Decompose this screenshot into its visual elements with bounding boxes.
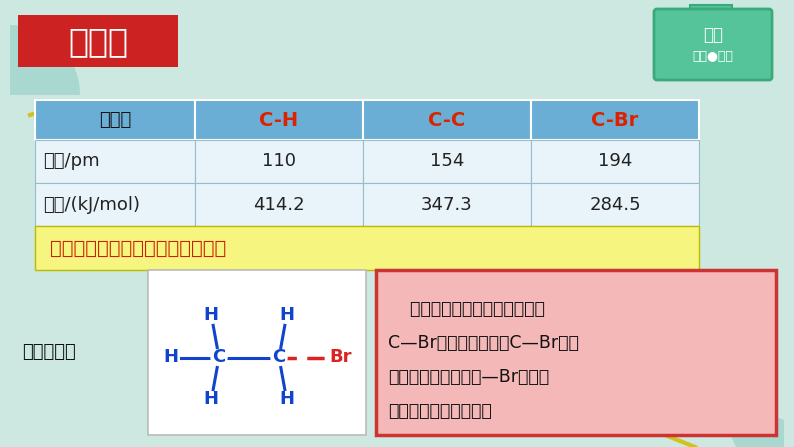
FancyBboxPatch shape xyxy=(18,15,178,67)
Text: H: H xyxy=(164,349,179,367)
Text: 断裂；由于官能团（—Br）的作: 断裂；由于官能团（—Br）的作 xyxy=(388,368,549,386)
FancyBboxPatch shape xyxy=(531,183,699,226)
FancyBboxPatch shape xyxy=(531,100,699,140)
Text: 110: 110 xyxy=(262,152,296,170)
Text: H: H xyxy=(279,391,295,409)
FancyBboxPatch shape xyxy=(35,183,195,226)
Text: 溴乙烷: 溴乙烷 xyxy=(68,25,128,59)
Text: 断键方式：: 断键方式： xyxy=(22,343,75,362)
Circle shape xyxy=(279,392,295,408)
FancyBboxPatch shape xyxy=(376,270,776,435)
Wedge shape xyxy=(729,401,784,447)
FancyBboxPatch shape xyxy=(35,226,699,270)
Circle shape xyxy=(331,347,351,367)
FancyBboxPatch shape xyxy=(690,5,732,17)
FancyBboxPatch shape xyxy=(654,9,772,80)
Circle shape xyxy=(271,350,287,366)
FancyBboxPatch shape xyxy=(363,100,531,140)
FancyBboxPatch shape xyxy=(148,270,366,435)
Text: 由于溴原子吸引电子能力强，: 由于溴原子吸引电子能力强， xyxy=(388,300,545,318)
Text: 键能/(kJ/mol): 键能/(kJ/mol) xyxy=(43,195,140,214)
Text: 用，乙基可能被活化。: 用，乙基可能被活化。 xyxy=(388,402,491,420)
FancyBboxPatch shape xyxy=(195,140,363,183)
Text: Br: Br xyxy=(330,349,353,367)
Text: 通过上表，推测溴乙烷断键的位置: 通过上表，推测溴乙烷断键的位置 xyxy=(50,239,226,257)
Circle shape xyxy=(163,350,179,366)
Text: H: H xyxy=(203,391,218,409)
Text: 414.2: 414.2 xyxy=(253,195,305,214)
FancyBboxPatch shape xyxy=(35,100,195,140)
FancyBboxPatch shape xyxy=(195,183,363,226)
FancyBboxPatch shape xyxy=(531,140,699,183)
Text: C—Br键为强极性键，C—Br键易: C—Br键为强极性键，C—Br键易 xyxy=(388,334,579,352)
FancyBboxPatch shape xyxy=(195,100,363,140)
Circle shape xyxy=(203,308,219,324)
Text: 教材: 教材 xyxy=(703,26,723,44)
Text: 化学键: 化学键 xyxy=(99,111,131,129)
Wedge shape xyxy=(10,25,80,95)
Text: C: C xyxy=(212,349,225,367)
FancyBboxPatch shape xyxy=(35,140,195,183)
Text: H: H xyxy=(279,307,295,325)
Text: 154: 154 xyxy=(430,152,464,170)
Text: C-H: C-H xyxy=(260,110,299,130)
Text: C-C: C-C xyxy=(429,110,465,130)
FancyBboxPatch shape xyxy=(363,183,531,226)
Circle shape xyxy=(211,350,227,366)
Text: C: C xyxy=(272,349,286,367)
Text: C-Br: C-Br xyxy=(592,110,638,130)
FancyBboxPatch shape xyxy=(363,140,531,183)
Text: 347.3: 347.3 xyxy=(421,195,473,214)
Text: 284.5: 284.5 xyxy=(589,195,641,214)
Circle shape xyxy=(279,308,295,324)
Text: 解读●拓展: 解读●拓展 xyxy=(692,51,734,63)
Text: 194: 194 xyxy=(598,152,632,170)
Text: H: H xyxy=(203,307,218,325)
Text: 键长/pm: 键长/pm xyxy=(43,152,99,170)
Circle shape xyxy=(203,392,219,408)
